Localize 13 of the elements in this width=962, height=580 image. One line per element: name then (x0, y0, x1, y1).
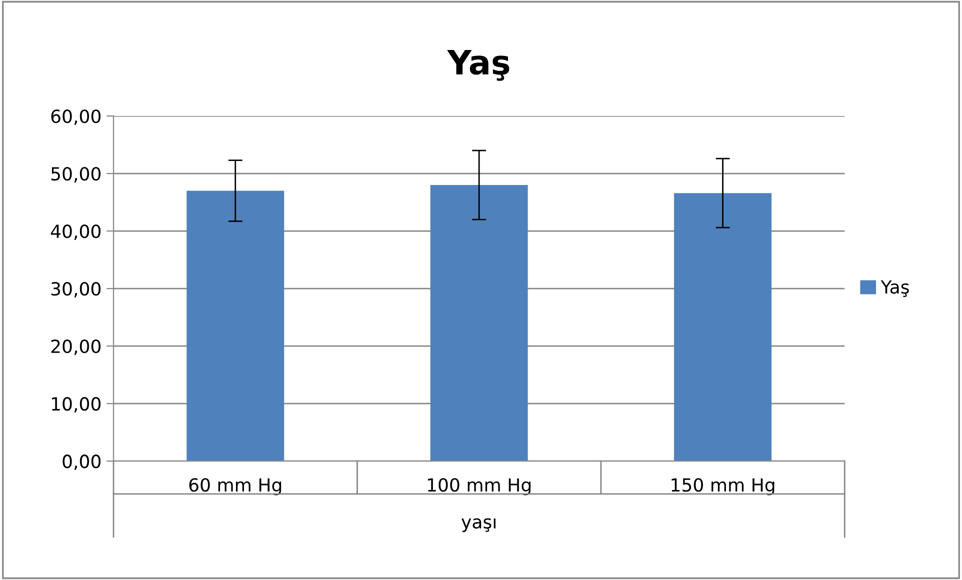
x-tick-label: 100 mm Hg (428, 478, 531, 496)
x-axis-title: yaşı (462, 518, 496, 532)
legend-label: Yaş (880, 280, 909, 298)
y-tick-label: 10,00 (52, 397, 101, 413)
y-tick-label: 50,00 (51, 166, 101, 182)
y-tick-label: 30,00 (51, 282, 101, 298)
y-tick-label: 20,00 (51, 340, 101, 356)
y-tick-label: 40,00 (50, 224, 101, 240)
x-tick-label: 150 mm Hg (672, 478, 774, 496)
chart-title: Yaş (447, 50, 510, 81)
x-tick-label: 60 mm Hg (189, 478, 282, 496)
y-tick-label: 60,00 (51, 109, 101, 125)
y-tick-label: 0,00 (62, 454, 101, 470)
